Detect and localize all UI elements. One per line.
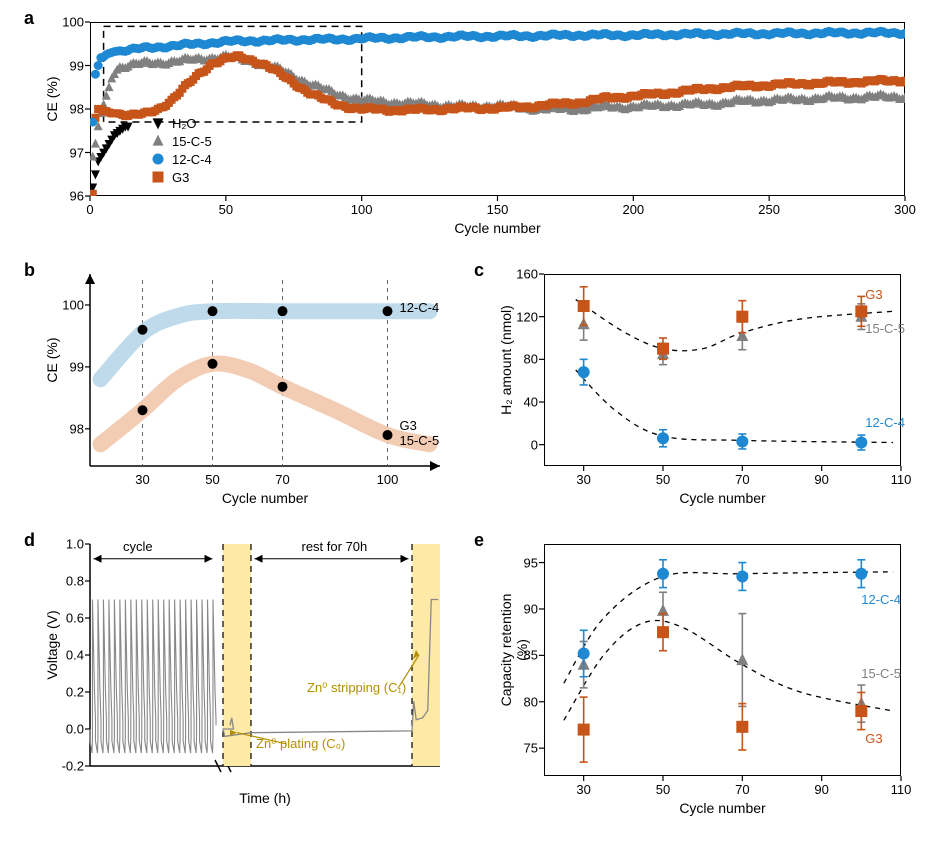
x-tick: 100 (351, 202, 373, 217)
x-tick: 90 (814, 472, 828, 487)
range-label: rest for 70h (302, 539, 368, 554)
y-tick: 96 (34, 189, 84, 204)
y-tick: 100 (34, 15, 84, 30)
x-tick: 300 (894, 202, 916, 217)
x-tick: 150 (487, 202, 509, 217)
y-axis-label: CE (%) (44, 300, 60, 420)
figure-root: a05010015020025030096979899100Cycle numb… (0, 0, 929, 842)
x-tick: 0 (86, 202, 93, 217)
x-tick: 70 (735, 472, 749, 487)
y-axis-label: Voltage (V) (44, 585, 60, 705)
series-annot: G3 (865, 287, 882, 302)
y-axis-label: Capacity retention (%) (498, 590, 530, 710)
legend-a: H₂O 15-C-5 12-C-4 G3 (150, 114, 212, 186)
legend-label: 15-C-5 (172, 134, 212, 149)
legend-item: H₂O (150, 114, 212, 132)
x-tick: 50 (205, 472, 219, 487)
y-axis-label: CE (%) (44, 39, 60, 159)
series-annot: G3 (865, 731, 882, 746)
gold-annot: Zn⁰ stripping (C₁) (307, 680, 406, 696)
y-tick: 1.0 (34, 537, 84, 552)
plot-svg-c (470, 262, 915, 512)
x-tick: 250 (758, 202, 780, 217)
y-tick: 0.0 (34, 722, 84, 737)
annot-15c5: 15-C-5 (400, 433, 440, 448)
legend-item: G3 (150, 168, 212, 186)
series-annot: 15-C-5 (865, 321, 905, 336)
x-tick: 30 (576, 782, 590, 797)
y-tick: 75 (488, 741, 538, 756)
x-tick: 70 (275, 472, 289, 487)
annot-12c4: 12-C-4 (400, 300, 440, 315)
y-tick: -0.2 (34, 759, 84, 774)
x-tick: 50 (656, 472, 670, 487)
x-tick: 70 (735, 782, 749, 797)
x-tick: 30 (135, 472, 149, 487)
y-tick: 160 (488, 267, 538, 282)
x-tick: 110 (891, 782, 912, 797)
x-tick: 30 (576, 472, 590, 487)
x-tick: 100 (377, 472, 399, 487)
series-annot: 15-C-5 (861, 666, 901, 681)
series-annot: 12-C-4 (865, 415, 905, 430)
x-tick: 200 (622, 202, 644, 217)
legend-label: 12-C-4 (172, 152, 212, 167)
x-tick: 90 (814, 782, 828, 797)
legend-item: 12-C-4 (150, 150, 212, 168)
range-label: cycle (123, 539, 153, 554)
gold-annot: Zn⁰ plating (C₀) (256, 736, 345, 752)
plot-svg-d (20, 532, 450, 822)
y-tick: 98 (34, 421, 84, 436)
legend-label: H₂O (172, 116, 197, 131)
legend-label: G3 (172, 170, 189, 185)
annot-g3: G3 (400, 418, 417, 433)
x-axis-label: Cycle number (90, 490, 440, 506)
y-axis-label: H₂ amount (nmol) (498, 300, 514, 420)
x-axis-label: Cycle number (544, 490, 901, 506)
x-tick: 110 (891, 472, 912, 487)
y-tick: 95 (488, 555, 538, 570)
panel-b: b3050701009899100Cycle numberCE (%)12-C-… (20, 262, 450, 512)
x-axis-label: Cycle number (544, 800, 901, 816)
x-axis-label: Time (h) (90, 790, 440, 806)
x-tick: 50 (219, 202, 233, 217)
panel-d: d-0.20.00.20.40.60.81.0Time (h)Voltage (… (20, 532, 450, 822)
plot-svg-e (470, 532, 915, 822)
y-tick: 0 (488, 437, 538, 452)
series-annot: 12-C-4 (861, 592, 901, 607)
x-axis-label: Cycle number (90, 220, 905, 236)
panel-e: e305070901107580859095Cycle numberCapaci… (470, 532, 915, 822)
x-tick: 50 (656, 782, 670, 797)
legend-item: 15-C-5 (150, 132, 212, 150)
panel-c: c3050709011004080120160Cycle numberH₂ am… (470, 262, 915, 512)
panel-a: a05010015020025030096979899100Cycle numb… (20, 10, 915, 242)
